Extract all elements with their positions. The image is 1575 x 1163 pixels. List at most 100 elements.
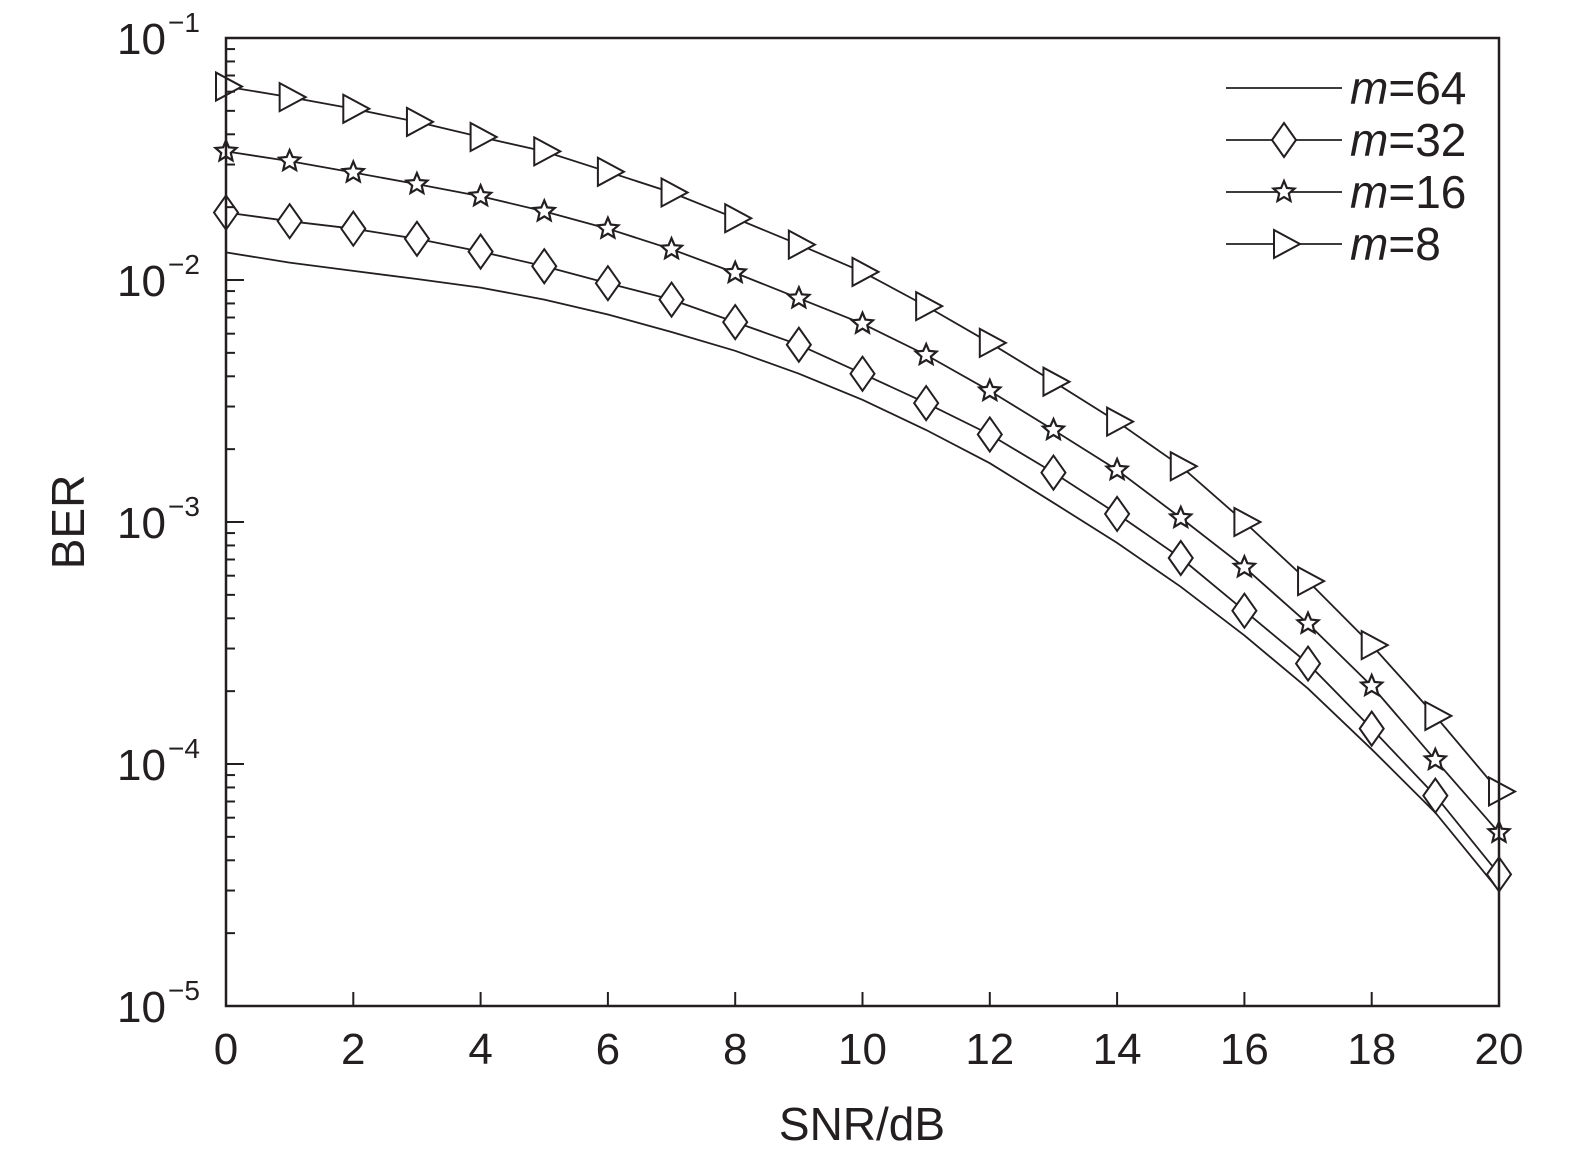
triangle-marker	[978, 327, 1008, 359]
diamond-marker	[849, 354, 876, 393]
star-marker	[1422, 746, 1449, 772]
legend-entry: m=64	[1226, 62, 1466, 114]
diamond-marker	[1040, 453, 1067, 492]
plot-area	[212, 70, 1518, 894]
y-tick-label: 10	[117, 983, 166, 1032]
star-marker	[785, 284, 812, 310]
triangle-marker	[215, 70, 245, 103]
diamond-marker	[340, 209, 367, 248]
legend-value: =32	[1388, 114, 1466, 166]
star-marker	[467, 182, 494, 208]
star-marker	[913, 341, 940, 367]
star-marker	[976, 377, 1003, 403]
x-tick-label: 6	[596, 1025, 620, 1074]
legend-value: =16	[1388, 166, 1466, 218]
legend-label: m=32	[1350, 114, 1466, 166]
series-m-8	[215, 70, 1518, 808]
diamond-marker	[531, 247, 558, 285]
triangle-marker	[533, 135, 563, 168]
star-marker	[722, 259, 749, 285]
y-tick-label: 10	[117, 15, 166, 64]
star-marker	[403, 170, 431, 196]
x-tick-label: 0	[214, 1025, 238, 1074]
diamond-marker	[785, 326, 813, 364]
star-marker	[340, 158, 367, 184]
triangle-marker	[724, 202, 754, 234]
diamond-marker	[1270, 121, 1298, 159]
x-tick-label: 16	[1220, 1025, 1269, 1074]
triangle-marker	[1360, 629, 1390, 661]
legend-label: m=8	[1350, 218, 1441, 270]
diamond-marker	[276, 202, 303, 240]
legend-label: m=16	[1350, 166, 1466, 218]
x-tick-label: 8	[723, 1025, 747, 1074]
y-tick-exponent: −3	[168, 491, 200, 522]
diamond-marker	[1294, 644, 1322, 683]
triangle-marker	[851, 256, 881, 288]
x-tick-label: 2	[341, 1025, 365, 1074]
x-tick-label: 10	[838, 1025, 887, 1074]
y-axis-label: BER	[42, 475, 94, 570]
diamond-marker	[1167, 539, 1194, 577]
triangle-marker	[1042, 366, 1072, 398]
diamond-marker	[912, 384, 940, 422]
diamond-marker	[467, 232, 494, 271]
star-marker	[531, 197, 558, 223]
legend-variable: m	[1350, 166, 1388, 218]
legend: m=64m=32m=16m=8	[1226, 62, 1466, 270]
star-marker	[1270, 178, 1298, 204]
triangle-marker	[469, 121, 499, 153]
star-marker	[1167, 504, 1194, 530]
legend-label: m=64	[1350, 62, 1466, 114]
star-marker	[1103, 456, 1131, 482]
star-marker	[1040, 416, 1067, 442]
y-tick-exponent: −4	[168, 733, 200, 764]
x-axis-label: SNR/dB	[779, 1098, 945, 1150]
y-axis-ticks: 10−110−210−310−410−5	[117, 7, 244, 1032]
x-tick-label: 18	[1347, 1025, 1396, 1074]
triangle-marker	[1297, 565, 1327, 597]
star-marker	[594, 214, 622, 240]
star-marker	[658, 235, 685, 261]
y-tick-label: 10	[117, 741, 166, 790]
star-marker	[1358, 672, 1385, 698]
legend-value: =8	[1388, 218, 1440, 270]
triangle-marker	[660, 176, 690, 209]
star-marker	[1231, 553, 1258, 579]
triangle-marker	[278, 81, 308, 113]
triangle-marker	[787, 228, 817, 261]
triangle-marker	[1424, 700, 1454, 732]
legend-value: =64	[1388, 62, 1466, 114]
diamond-marker	[403, 220, 431, 258]
diamond-marker	[1103, 495, 1131, 533]
y-tick-exponent: −5	[168, 975, 200, 1006]
triangle-marker	[1106, 405, 1136, 438]
triangle-marker	[1488, 775, 1518, 808]
diamond-marker	[658, 280, 685, 319]
x-tick-label: 14	[1093, 1025, 1142, 1074]
triangle-marker	[1273, 228, 1303, 260]
legend-entry: m=32	[1226, 114, 1466, 166]
star-marker	[1294, 609, 1322, 635]
triangle-marker	[1233, 506, 1263, 538]
star-marker	[276, 147, 303, 173]
star-marker	[849, 309, 876, 335]
legend-variable: m	[1350, 218, 1388, 270]
x-axis-ticks: 0 2 4 6 8 10 12 14 16 18 20	[214, 992, 1523, 1074]
series-line	[225, 251, 1500, 892]
triangle-marker	[405, 106, 436, 138]
series-m-32	[212, 193, 1513, 894]
x-tick-label: 4	[468, 1025, 492, 1074]
diamond-marker	[976, 415, 1004, 454]
diamond-marker	[1422, 776, 1449, 815]
y-tick-label: 10	[117, 499, 166, 548]
triangle-marker	[1169, 450, 1199, 482]
x-tick-label: 12	[965, 1025, 1014, 1074]
legend-variable: m	[1350, 62, 1388, 114]
triangle-marker	[342, 93, 372, 125]
diamond-marker	[1231, 591, 1258, 630]
triangle-marker	[915, 290, 945, 322]
triangle-marker	[596, 156, 627, 188]
diamond-marker	[1358, 709, 1385, 748]
